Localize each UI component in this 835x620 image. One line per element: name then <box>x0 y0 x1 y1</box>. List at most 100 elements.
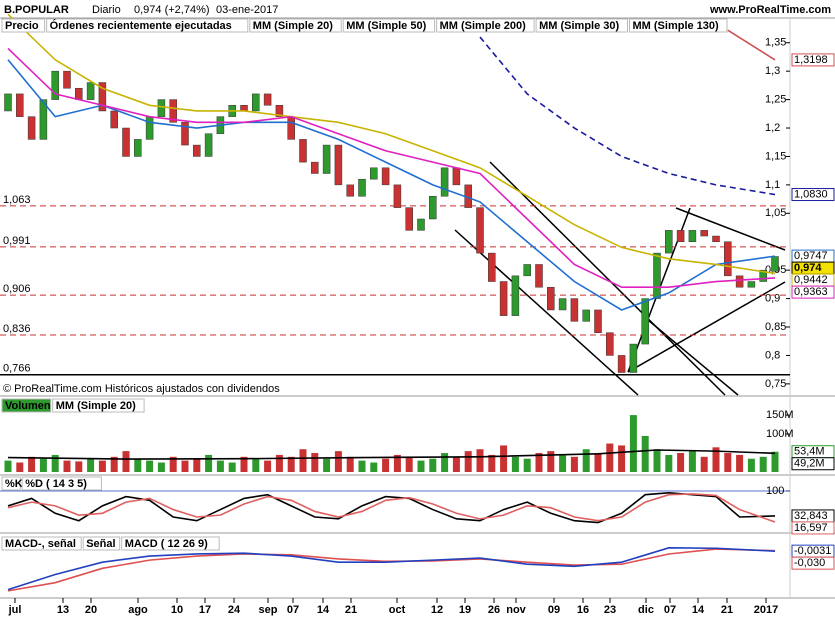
value-tag <box>791 188 835 202</box>
candle <box>629 343 638 373</box>
symbol: B.POPULAR <box>4 4 69 16</box>
price: 0,974 (+2,74%) <box>134 4 210 16</box>
volume-bar <box>240 456 248 472</box>
candle <box>653 252 661 299</box>
candle <box>157 99 166 117</box>
y-tick-label: 100M <box>766 428 794 440</box>
candle <box>712 235 720 242</box>
y-tick-label: 150M <box>766 409 794 421</box>
x-tick-label: nov <box>506 604 526 616</box>
y-tick-label: 1,2 <box>765 122 780 134</box>
volume-bar <box>500 445 508 472</box>
candle <box>582 309 590 322</box>
legend-entry: MM (Simple 130) <box>633 20 720 32</box>
candle <box>134 139 142 157</box>
candle <box>488 252 496 282</box>
volume-bar <box>134 458 142 472</box>
date: 03-ene-2017 <box>216 4 278 16</box>
volume-bar <box>39 458 47 472</box>
volume-bar <box>582 449 590 472</box>
candle <box>665 230 673 254</box>
series-line <box>7 13 776 275</box>
volume-bar <box>712 447 720 472</box>
candle <box>275 105 284 117</box>
candle <box>169 99 177 123</box>
volume-bar <box>382 458 390 472</box>
candle <box>747 281 756 288</box>
candle <box>51 70 59 100</box>
candle <box>110 110 118 129</box>
volume-bar <box>28 456 36 472</box>
x-tick-label: 07 <box>664 604 676 616</box>
legend-box <box>21 476 102 491</box>
volume-bar <box>488 454 496 472</box>
candle <box>735 275 744 288</box>
legend-entry: MM (Simple 20) <box>253 20 333 32</box>
volume-bar <box>476 449 484 472</box>
x-tick-label: 09 <box>548 604 560 616</box>
candle <box>676 230 685 242</box>
volume-bar <box>110 456 118 472</box>
candle <box>240 105 248 112</box>
volume-bar <box>429 458 437 472</box>
candle <box>358 178 366 197</box>
candle <box>771 256 779 272</box>
legend-box <box>46 18 249 33</box>
volume-bar <box>559 454 567 472</box>
legend-entry: %D ( 14 3 5) <box>25 478 87 490</box>
level-label: 0,991 <box>3 235 31 247</box>
y-tick-label: 1,05 <box>765 207 786 219</box>
candle <box>688 230 697 242</box>
volume-bar <box>205 454 213 472</box>
volume-bar <box>771 451 779 472</box>
candle <box>204 133 213 157</box>
volume-bar <box>535 453 543 472</box>
candle <box>452 167 461 186</box>
candle <box>39 99 48 140</box>
candle <box>440 167 449 197</box>
volume-bar <box>181 460 189 472</box>
volume-bar <box>547 451 555 472</box>
value-tag <box>791 556 835 570</box>
candle <box>405 207 413 231</box>
legend-entry: MACD ( 12 26 9) <box>125 538 208 550</box>
candle <box>393 184 402 208</box>
candle <box>75 87 83 100</box>
series-line <box>7 449 776 460</box>
candle <box>122 127 130 157</box>
candle <box>252 93 260 112</box>
volume-bar <box>688 451 696 472</box>
volume-bar <box>511 456 519 472</box>
volume-bar <box>452 456 460 472</box>
level-label: 0,906 <box>3 283 31 295</box>
x-tick-label: 23 <box>604 604 616 616</box>
candle <box>606 332 614 356</box>
volume-bar <box>146 460 154 472</box>
volume-bar <box>4 460 12 472</box>
volume-bar <box>665 454 673 472</box>
x-tick-label: 13 <box>57 604 69 616</box>
volume-bar <box>417 460 425 472</box>
legend-entry: Órdenes recientemente ejecutadas <box>50 19 232 32</box>
x-tick-label: 20 <box>85 604 97 616</box>
y-tick-label: 0,8 <box>765 349 780 361</box>
y-tick-label: 100 <box>766 485 784 497</box>
volume-bar <box>570 456 578 472</box>
candle <box>429 195 437 220</box>
candle <box>759 269 767 282</box>
volume-bar <box>252 458 260 472</box>
legend-box <box>436 18 535 33</box>
level-label: 0,836 <box>3 323 31 335</box>
volume-bar <box>594 453 602 472</box>
volume-bar <box>334 451 342 472</box>
candle <box>27 116 36 140</box>
legend-box <box>1 536 82 551</box>
x-tick-label: 14 <box>692 604 705 616</box>
y-tick-label: 0,75 <box>765 378 786 390</box>
volume-bar <box>677 453 685 472</box>
volume-bar <box>193 458 201 472</box>
legend-entry: MM (Simple 50) <box>346 20 426 32</box>
candle <box>346 184 354 197</box>
